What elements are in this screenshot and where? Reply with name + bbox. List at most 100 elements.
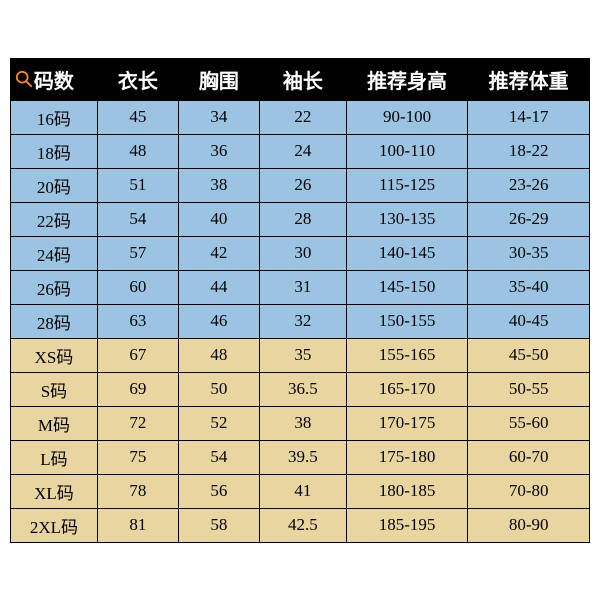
table-cell: 20码 [11,168,98,202]
table-cell: 31 [259,270,346,304]
table-cell: 38 [178,168,259,202]
table-row: 20码513826115-12523-26 [11,168,590,202]
table-row: L码755439.5175-18060-70 [11,440,590,474]
table-cell: 18-22 [468,134,590,168]
header-size: 码数 [11,58,98,100]
table-cell: 36 [178,134,259,168]
table-cell: 140-145 [346,236,468,270]
table-cell: XL码 [11,474,98,508]
table-cell: 39.5 [259,440,346,474]
table-row: 26码604431145-15035-40 [11,270,590,304]
table-cell: 45 [97,100,178,134]
table-cell: S码 [11,372,98,406]
table-cell: 35 [259,338,346,372]
table-cell: 70-80 [468,474,590,508]
table-cell: 175-180 [346,440,468,474]
table-cell: 18码 [11,134,98,168]
table-cell: 150-155 [346,304,468,338]
table-cell: 30 [259,236,346,270]
table-cell: 145-150 [346,270,468,304]
table-cell: 63 [97,304,178,338]
table-cell: 41 [259,474,346,508]
header-row: 码数 衣长 胸围 袖长 推荐身高 推荐体重 [11,58,590,100]
table-cell: 28 [259,202,346,236]
table-cell: 22 [259,100,346,134]
table-cell: 155-165 [346,338,468,372]
table-cell: 48 [178,338,259,372]
table-cell: 115-125 [346,168,468,202]
table-cell: 165-170 [346,372,468,406]
table-cell: 54 [178,440,259,474]
size-chart-table: 码数 衣长 胸围 袖长 推荐身高 推荐体重 16码45342290-10014-… [10,58,590,543]
table-body: 16码45342290-10014-1718码483624100-11018-2… [11,100,590,542]
table-cell: 23-26 [468,168,590,202]
table-cell: 44 [178,270,259,304]
table-header: 码数 衣长 胸围 袖长 推荐身高 推荐体重 [11,58,590,100]
table-cell: 58 [178,508,259,542]
header-bust: 胸围 [178,58,259,100]
table-cell: 100-110 [346,134,468,168]
table-cell: 35-40 [468,270,590,304]
table-cell: 81 [97,508,178,542]
table-cell: 24码 [11,236,98,270]
table-cell: 56 [178,474,259,508]
table-cell: 180-185 [346,474,468,508]
table-row: 22码544028130-13526-29 [11,202,590,236]
table-cell: 28码 [11,304,98,338]
table-cell: 170-175 [346,406,468,440]
table-cell: 69 [97,372,178,406]
table-cell: 72 [97,406,178,440]
table-cell: 130-135 [346,202,468,236]
table-cell: 45-50 [468,338,590,372]
table-cell: 2XL码 [11,508,98,542]
table-row: S码695036.5165-17050-55 [11,372,590,406]
table-cell: 54 [97,202,178,236]
table-cell: 48 [97,134,178,168]
table-cell: 32 [259,304,346,338]
table-row: 28码634632150-15540-45 [11,304,590,338]
table-cell: XS码 [11,338,98,372]
table-cell: M码 [11,406,98,440]
table-cell: 55-60 [468,406,590,440]
table-cell: 26 [259,168,346,202]
table-cell: 90-100 [346,100,468,134]
table-cell: 67 [97,338,178,372]
table-row: XL码785641180-18570-80 [11,474,590,508]
table-cell: 60-70 [468,440,590,474]
search-icon [15,70,33,88]
table-cell: 78 [97,474,178,508]
header-label: 码数 [34,71,74,93]
table-cell: 24 [259,134,346,168]
header-sleeve: 袖长 [259,58,346,100]
table-cell: 26-29 [468,202,590,236]
table-cell: 30-35 [468,236,590,270]
table-cell: 60 [97,270,178,304]
table-cell: 50 [178,372,259,406]
table-cell: 50-55 [468,372,590,406]
table-row: XS码674835155-16545-50 [11,338,590,372]
header-rec-height: 推荐身高 [346,58,468,100]
table-cell: 40 [178,202,259,236]
table-cell: 38 [259,406,346,440]
size-chart-container: 码数 衣长 胸围 袖长 推荐身高 推荐体重 16码45342290-10014-… [10,58,590,543]
table-cell: 80-90 [468,508,590,542]
table-cell: 185-195 [346,508,468,542]
table-cell: 36.5 [259,372,346,406]
header-rec-weight: 推荐体重 [468,58,590,100]
table-cell: 42.5 [259,508,346,542]
table-cell: 75 [97,440,178,474]
table-row: M码725238170-17555-60 [11,406,590,440]
table-row: 24码574230140-14530-35 [11,236,590,270]
header-length: 衣长 [97,58,178,100]
table-row: 16码45342290-10014-17 [11,100,590,134]
table-cell: 46 [178,304,259,338]
table-cell: 34 [178,100,259,134]
table-cell: 51 [97,168,178,202]
table-row: 18码483624100-11018-22 [11,134,590,168]
table-cell: 57 [97,236,178,270]
table-cell: 52 [178,406,259,440]
table-row: 2XL码815842.5185-19580-90 [11,508,590,542]
table-cell: L码 [11,440,98,474]
table-cell: 14-17 [468,100,590,134]
table-cell: 16码 [11,100,98,134]
